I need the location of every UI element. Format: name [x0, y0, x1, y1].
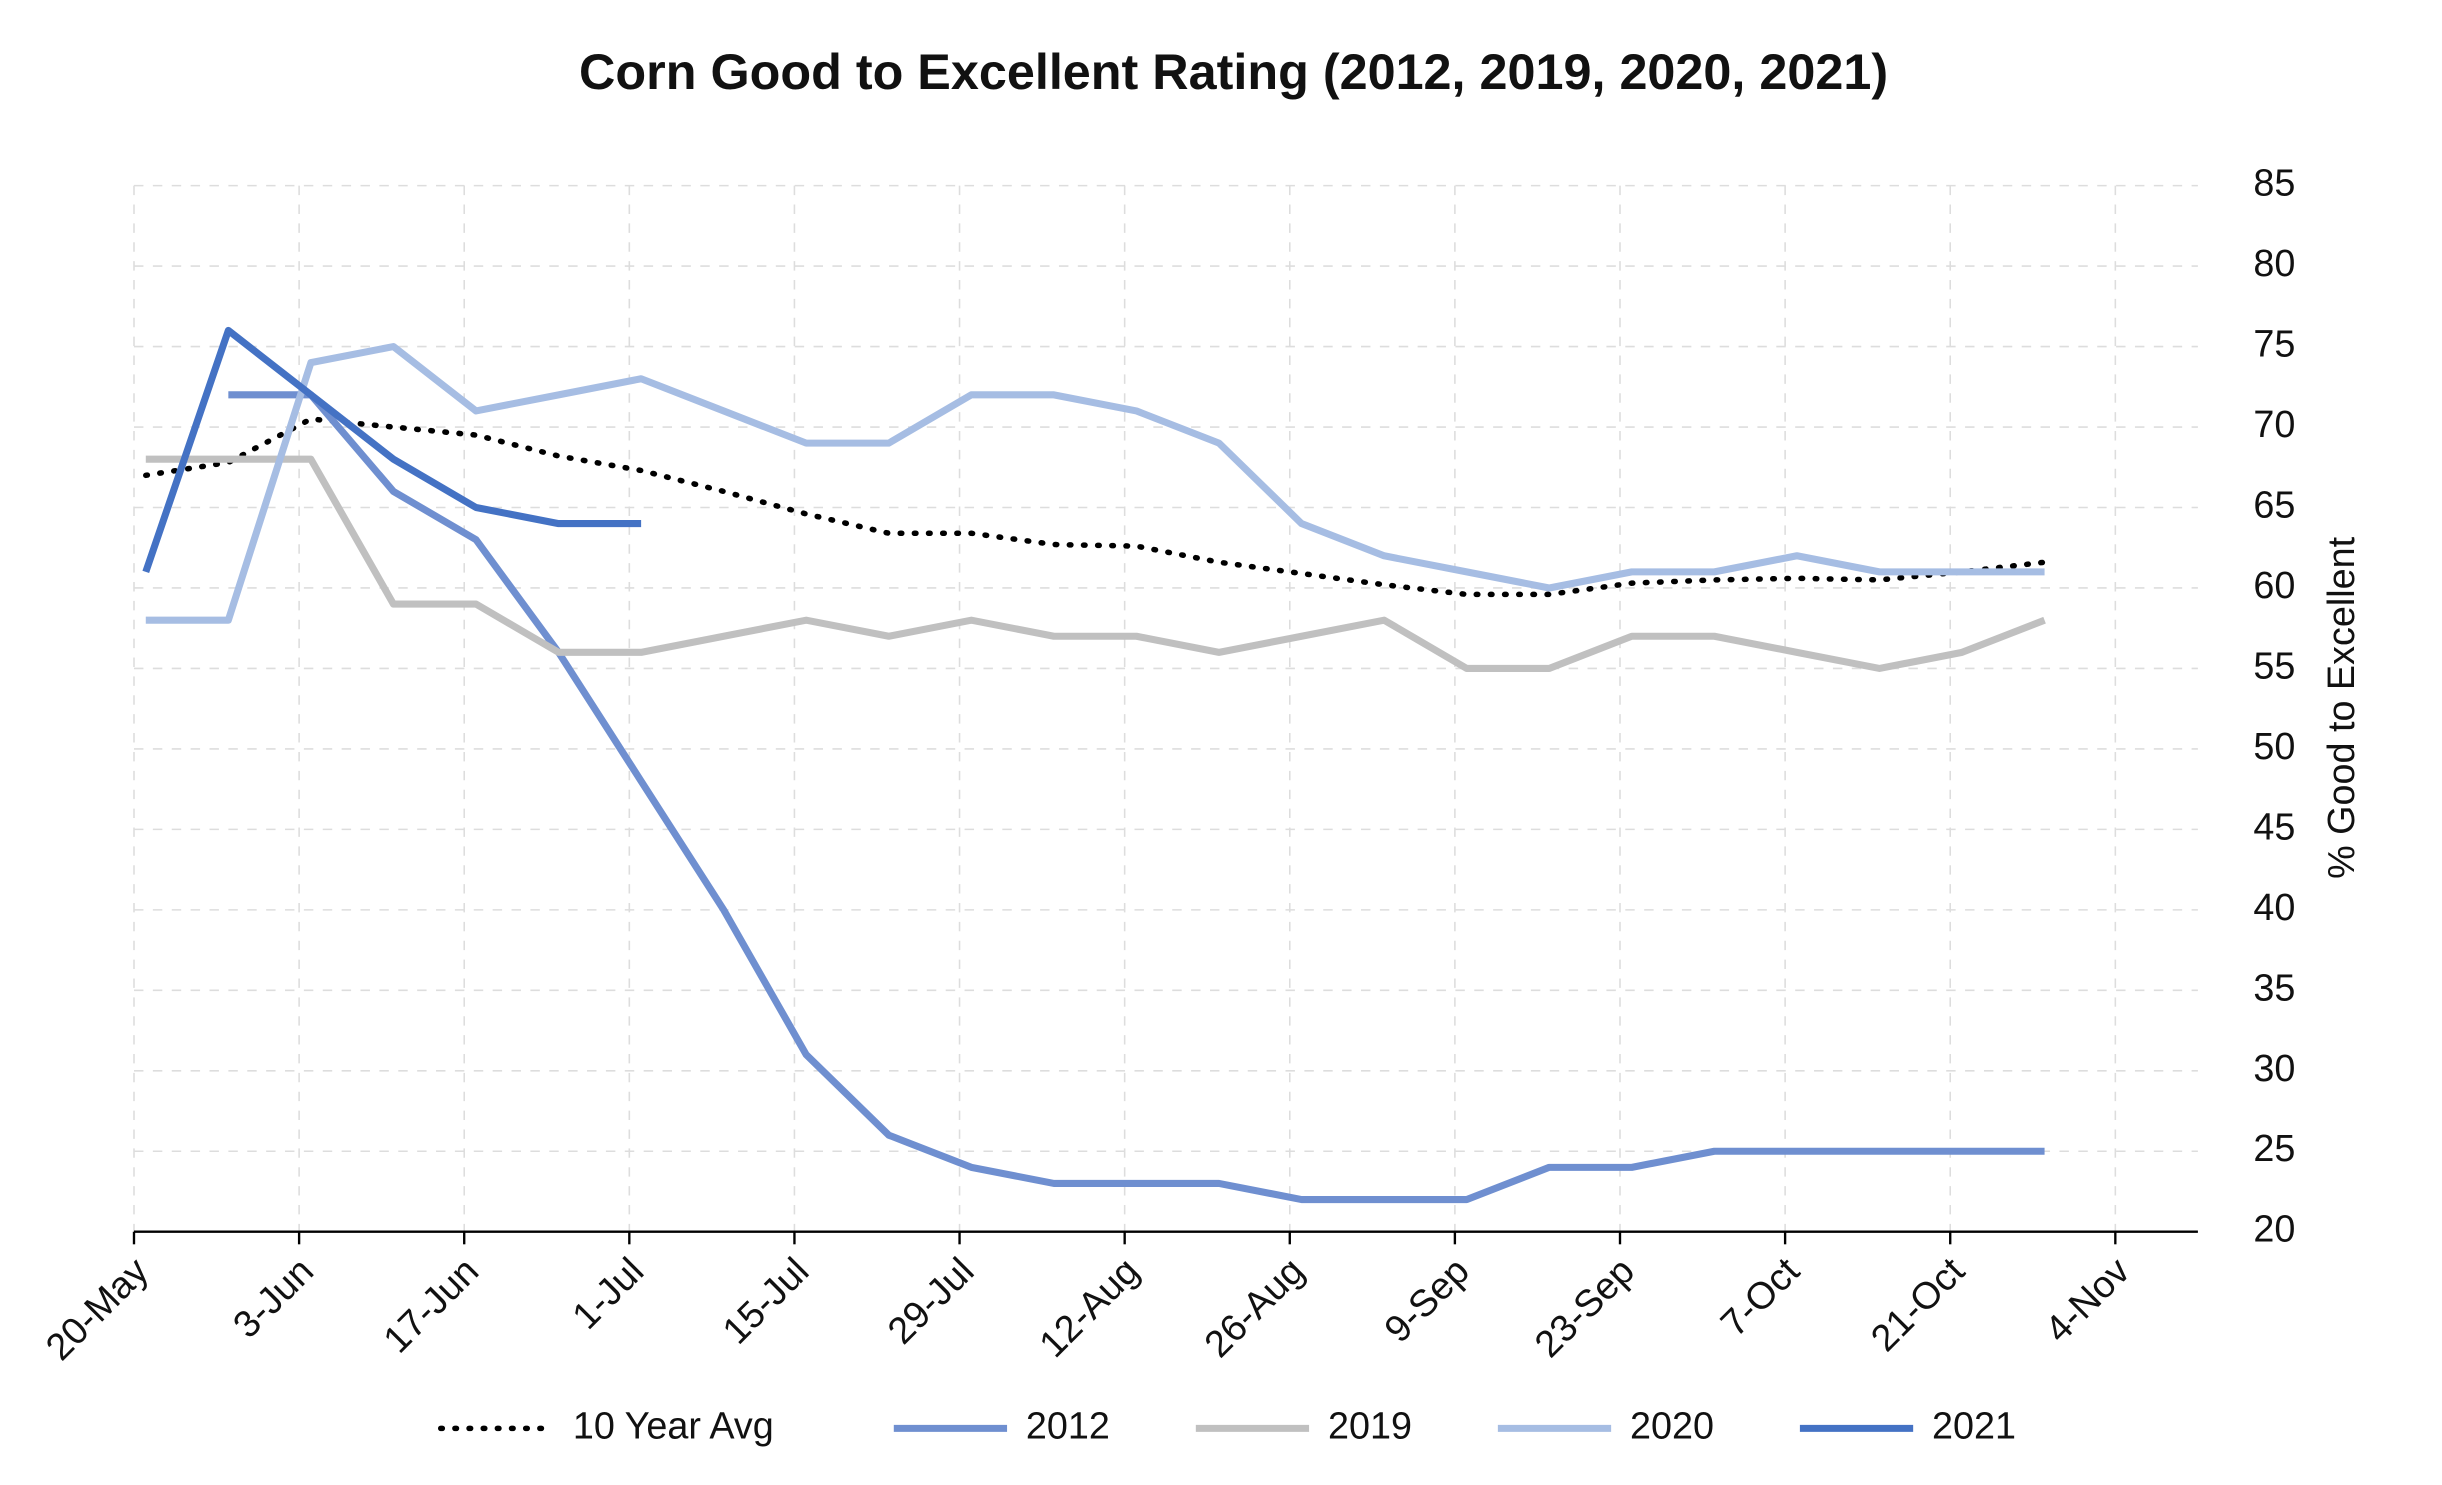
y-tick-label: 30 — [2253, 1047, 2295, 1089]
series-line — [228, 391, 2045, 1204]
y-tick-label: 65 — [2253, 483, 2295, 525]
series-line — [143, 416, 2048, 598]
x-tick-label: 29-Jul — [879, 1249, 981, 1351]
x-tick-label: 26-Aug — [1196, 1249, 1312, 1365]
y-tick-label: 20 — [2253, 1208, 2295, 1250]
y-tick-label: 85 — [2253, 162, 2295, 204]
series-line — [142, 326, 642, 574]
x-tick-label: 1-Jul — [564, 1249, 652, 1337]
y-tick-label: 75 — [2253, 323, 2295, 365]
y-axis-label: % Good to Excellent — [2320, 536, 2362, 879]
y-tick-label: 60 — [2253, 564, 2295, 606]
legend-label: 2021 — [1932, 1404, 2016, 1446]
y-tick-label: 70 — [2253, 403, 2295, 445]
x-tick-label: 4-Nov — [2037, 1249, 2138, 1350]
x-tick-label: 23-Sep — [1526, 1249, 1642, 1365]
y-tick-label: 55 — [2253, 644, 2295, 686]
y-tick-label: 80 — [2253, 242, 2295, 284]
series-line — [145, 343, 2045, 624]
legend-label: 2019 — [1328, 1404, 1412, 1446]
x-tick-label: 20-May — [37, 1249, 156, 1368]
x-tick-label: 21-Oct — [1863, 1249, 1973, 1359]
x-tick-label: 12-Aug — [1031, 1249, 1147, 1365]
x-tick-label: 7-Oct — [1712, 1249, 1807, 1344]
legend-label: 2012 — [1026, 1404, 1110, 1446]
y-tick-label: 45 — [2253, 805, 2295, 847]
y-tick-label: 35 — [2253, 966, 2295, 1008]
legend-label: 10 Year Avg — [573, 1404, 774, 1446]
y-tick-label: 50 — [2253, 725, 2295, 767]
y-tick-label: 25 — [2253, 1127, 2295, 1169]
x-tick-label: 15-Jul — [714, 1249, 816, 1351]
x-tick-label: 17-Jun — [375, 1249, 486, 1360]
x-tick-label: 3-Jun — [225, 1249, 321, 1345]
legend-label: 2020 — [1630, 1404, 1714, 1446]
x-tick-label: 9-Sep — [1376, 1249, 1477, 1350]
series-line — [145, 455, 2046, 672]
chart-title: Corn Good to Excellent Rating (2012, 201… — [579, 43, 1888, 100]
y-tick-label: 40 — [2253, 886, 2295, 928]
